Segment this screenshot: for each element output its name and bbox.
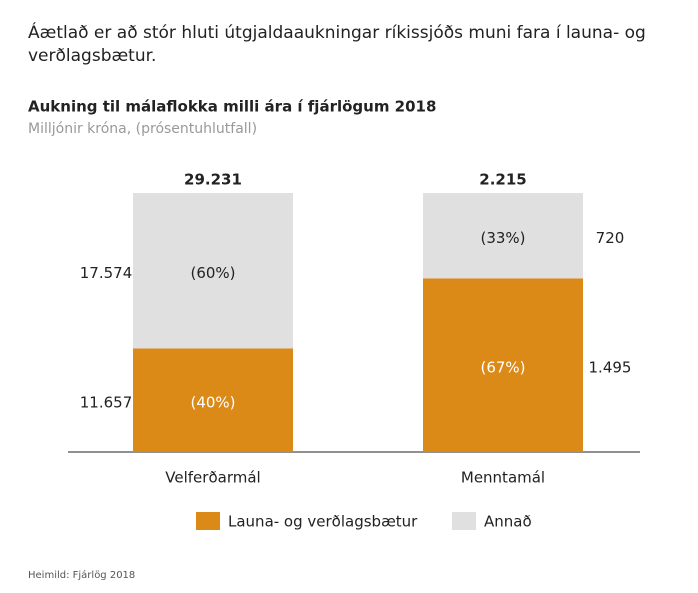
value-label: (67%) xyxy=(480,359,525,377)
headline: Áætlað er að stór hluti útgjaldaaukninga… xyxy=(28,23,646,66)
bar-segment xyxy=(423,193,583,279)
chart-subtitle: Milljónir króna, (prósentuhlutfall) xyxy=(28,121,257,137)
headline-box: Áætlað er að stór hluti útgjaldaaukninga… xyxy=(28,23,646,66)
value-label: (33%) xyxy=(480,229,525,247)
legend-label: Annað xyxy=(484,513,532,531)
value-label: (60%) xyxy=(190,264,235,282)
bar-segment xyxy=(133,348,293,452)
amount-label: 11.657 xyxy=(80,394,133,412)
x-tick-label: Menntamál xyxy=(461,469,545,487)
chart-title: Aukning til málaflokka milli ára í fjárl… xyxy=(28,98,436,116)
total-label: 2.215 xyxy=(479,171,526,189)
amount-label: 17.574 xyxy=(80,264,133,282)
bar-segment xyxy=(423,278,583,452)
bar-segment xyxy=(133,193,293,349)
legend-label: Launa- og verðlagsbætur xyxy=(228,513,418,531)
value-label: (40%) xyxy=(190,394,235,412)
source: Heimild: Fjárlög 2018 xyxy=(28,569,135,581)
legend-swatch xyxy=(452,512,476,530)
x-tick-label: Velferðarmál xyxy=(165,469,260,487)
legend-swatch xyxy=(196,512,220,530)
amount-label: 1.495 xyxy=(589,359,632,377)
amount-label: 720 xyxy=(596,229,625,247)
total-label: 29.231 xyxy=(184,171,242,189)
